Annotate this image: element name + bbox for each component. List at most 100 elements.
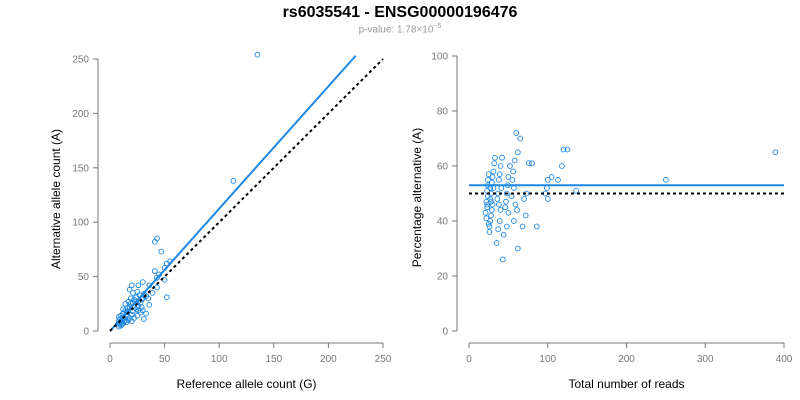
data-point — [489, 174, 496, 180]
panel-allele-counts: 0 50 100 150 200 250 0 50 100 150 200 250 Reference … — [49, 51, 392, 391]
data-point — [503, 223, 510, 230]
data-point — [154, 274, 160, 281]
data-point — [493, 240, 500, 246]
data-point — [486, 223, 493, 230]
data-point — [525, 160, 532, 167]
data-point — [487, 218, 494, 224]
data-point — [498, 185, 505, 191]
p-value-exponent: −5 — [433, 23, 442, 30]
data-point — [505, 209, 512, 216]
x-tick-label: 200 — [320, 354, 337, 365]
data-point — [151, 238, 158, 245]
data-point — [517, 135, 524, 142]
data-point — [485, 220, 492, 227]
chart-subtitle: p-value: 1.78×10−5 — [0, 23, 800, 35]
data-point — [510, 168, 516, 175]
data-point — [230, 178, 237, 184]
x-tick-label: 150 — [265, 354, 282, 365]
data-point — [507, 163, 513, 169]
y-tick-label: 0 — [83, 327, 89, 338]
data-point — [533, 223, 540, 230]
y-tick-label: 60 — [437, 162, 449, 173]
data-point — [490, 168, 497, 175]
data-point — [484, 201, 490, 208]
y-tick-label: 80 — [437, 107, 449, 118]
x-tick-label: 100 — [211, 354, 228, 365]
fit-line — [109, 55, 357, 332]
data-point — [573, 187, 579, 194]
data-point — [505, 174, 512, 180]
data-point — [514, 207, 520, 213]
data-point — [555, 176, 561, 183]
data-point — [496, 201, 502, 208]
data-point — [130, 290, 136, 296]
data-point — [544, 176, 551, 183]
x-tick-label: 400 — [776, 354, 793, 365]
data-point — [514, 245, 521, 252]
data-point — [141, 316, 147, 322]
x-axis-title: Total number of reads — [568, 377, 684, 391]
y-tick-label: 40 — [437, 217, 449, 228]
data-point — [488, 198, 494, 205]
data-point — [529, 160, 535, 167]
data-point — [139, 279, 146, 285]
data-point — [495, 226, 501, 233]
x-tick-label: 0 — [466, 354, 472, 365]
y-tick-label: 0 — [442, 327, 448, 338]
data-point — [125, 298, 132, 305]
data-point — [511, 218, 517, 224]
y-tick-label: 20 — [437, 272, 449, 283]
data-point — [508, 193, 515, 200]
data-point — [544, 185, 550, 191]
data-point — [149, 290, 156, 296]
x-tick-label: 50 — [159, 354, 171, 365]
data-point — [491, 160, 498, 167]
data-point — [503, 198, 509, 205]
data-point — [163, 294, 170, 301]
data-point — [486, 229, 493, 235]
y-tick-label: 50 — [78, 272, 90, 283]
data-point — [494, 196, 501, 202]
data-point — [482, 209, 489, 216]
data-point — [484, 204, 490, 211]
data-point — [500, 256, 506, 263]
data-point — [485, 171, 492, 178]
data-point — [522, 212, 529, 219]
data-point — [512, 201, 519, 208]
y-tick-label: 250 — [72, 55, 89, 66]
data-point — [128, 318, 135, 325]
data-point — [128, 282, 135, 289]
data-point — [509, 176, 516, 183]
data-point — [559, 163, 565, 169]
y-tick-label: 150 — [72, 163, 89, 174]
data-point — [564, 146, 571, 153]
data-point — [772, 149, 779, 156]
y-tick-label: 200 — [72, 109, 89, 120]
y-axis-title: Alternative allele count (A) — [49, 129, 63, 269]
data-point — [511, 157, 518, 164]
data-point — [514, 149, 521, 156]
panel-percentage-alternative: 0 100 200 300 400 0 20 40 60 80 100 Total number of… — [410, 52, 793, 392]
data-point — [254, 51, 261, 58]
data-point — [499, 154, 505, 161]
p-value-text: p-value: 1.78×10 — [358, 24, 434, 36]
data-point — [146, 302, 153, 308]
data-point — [143, 310, 149, 317]
data-point — [138, 304, 145, 310]
data-point — [560, 146, 567, 153]
chart-title: rs6035541 - ENSG00000196476 — [282, 4, 518, 21]
data-point — [497, 207, 504, 213]
x-tick-label: 0 — [107, 354, 113, 365]
data-point — [158, 248, 165, 255]
data-point — [123, 319, 130, 326]
data-point — [484, 187, 490, 194]
data-point — [511, 185, 517, 191]
x-axis-title: Reference allele count (G) — [176, 377, 316, 391]
data-point — [488, 207, 495, 213]
x-tick-label: 100 — [539, 354, 556, 365]
data-point — [496, 171, 503, 178]
data-point — [135, 282, 142, 289]
x-tick-label: 300 — [697, 354, 714, 365]
data-point — [503, 190, 510, 197]
